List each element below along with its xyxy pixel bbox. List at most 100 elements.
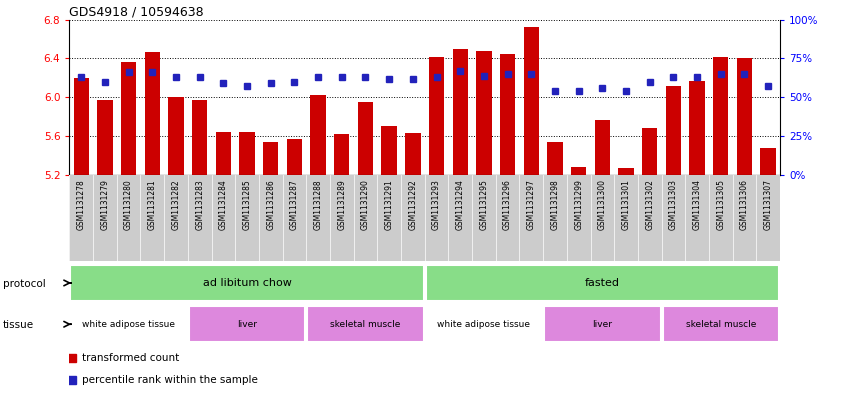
Bar — [70, 306, 187, 342]
Bar — [216, 132, 231, 175]
Text: GSM1131303: GSM1131303 — [669, 179, 678, 230]
Bar — [496, 175, 519, 261]
Text: GDS4918 / 10594638: GDS4918 / 10594638 — [69, 6, 204, 18]
Text: GSM1131307: GSM1131307 — [764, 179, 772, 230]
Text: GSM1131296: GSM1131296 — [503, 179, 512, 230]
Bar — [547, 142, 563, 175]
Bar — [97, 100, 113, 175]
Bar — [571, 167, 586, 175]
Text: GSM1131283: GSM1131283 — [195, 179, 204, 230]
Bar — [614, 175, 638, 261]
Bar — [121, 62, 136, 175]
Bar — [117, 175, 140, 261]
Bar — [310, 95, 326, 175]
Bar — [662, 306, 779, 342]
Text: GSM1131300: GSM1131300 — [598, 179, 607, 230]
Text: percentile rank within the sample: percentile rank within the sample — [82, 375, 258, 385]
Bar — [405, 133, 420, 175]
Text: transformed count: transformed count — [82, 353, 179, 363]
Bar — [453, 49, 468, 175]
Bar — [472, 175, 496, 261]
Bar — [685, 175, 709, 261]
Text: protocol: protocol — [3, 279, 46, 289]
Text: white adipose tissue: white adipose tissue — [82, 320, 175, 329]
Bar — [212, 175, 235, 261]
Bar — [354, 175, 377, 261]
Text: GSM1131287: GSM1131287 — [290, 179, 299, 230]
Bar — [595, 119, 610, 175]
Bar — [69, 175, 93, 261]
Text: GSM1131298: GSM1131298 — [551, 179, 559, 230]
Bar — [263, 142, 278, 175]
Bar — [168, 97, 184, 175]
Text: GSM1131291: GSM1131291 — [385, 179, 393, 230]
Text: GSM1131305: GSM1131305 — [717, 179, 725, 230]
Bar — [235, 175, 259, 261]
Text: GSM1131278: GSM1131278 — [77, 179, 85, 230]
Bar — [334, 134, 349, 175]
Text: liver: liver — [237, 320, 257, 329]
Text: GSM1131286: GSM1131286 — [266, 179, 275, 230]
Text: GSM1131293: GSM1131293 — [432, 179, 441, 230]
Bar — [567, 175, 591, 261]
Bar — [382, 127, 397, 175]
Bar — [306, 175, 330, 261]
Bar — [188, 175, 212, 261]
Bar — [426, 265, 779, 301]
Text: GSM1131297: GSM1131297 — [527, 179, 536, 230]
Text: GSM1131306: GSM1131306 — [740, 179, 749, 230]
Text: GSM1131279: GSM1131279 — [101, 179, 109, 230]
Bar — [287, 139, 302, 175]
Bar — [140, 175, 164, 261]
Bar — [358, 102, 373, 175]
Bar — [543, 175, 567, 261]
Text: GSM1131301: GSM1131301 — [622, 179, 630, 230]
Text: GSM1131285: GSM1131285 — [243, 179, 251, 230]
Bar — [93, 175, 117, 261]
Bar — [239, 132, 255, 175]
Text: GSM1131295: GSM1131295 — [480, 179, 488, 230]
Text: tissue: tissue — [3, 320, 34, 330]
Bar — [709, 175, 733, 261]
Bar — [429, 57, 444, 175]
Bar — [425, 175, 448, 261]
Text: ad libitum chow: ad libitum chow — [202, 278, 292, 288]
Text: GSM1131299: GSM1131299 — [574, 179, 583, 230]
Bar — [638, 175, 662, 261]
Bar — [70, 265, 424, 301]
Bar — [642, 128, 657, 175]
Bar — [662, 175, 685, 261]
Text: GSM1131289: GSM1131289 — [338, 179, 346, 230]
Text: GSM1131282: GSM1131282 — [172, 179, 180, 230]
Bar — [591, 175, 614, 261]
Bar — [145, 51, 160, 175]
Bar — [524, 28, 539, 175]
Text: GSM1131280: GSM1131280 — [124, 179, 133, 230]
Bar — [737, 59, 752, 175]
Bar — [401, 175, 425, 261]
Text: fasted: fasted — [585, 278, 620, 288]
Bar — [666, 86, 681, 175]
Bar — [756, 175, 780, 261]
Text: white adipose tissue: white adipose tissue — [437, 320, 530, 329]
Text: GSM1131294: GSM1131294 — [456, 179, 464, 230]
Text: liver: liver — [592, 320, 613, 329]
Bar — [189, 306, 305, 342]
Bar — [733, 175, 756, 261]
Bar — [618, 168, 634, 175]
Bar — [476, 51, 492, 175]
Text: skeletal muscle: skeletal muscle — [330, 320, 401, 329]
Text: GSM1131302: GSM1131302 — [645, 179, 654, 230]
Bar — [519, 175, 543, 261]
Bar — [164, 175, 188, 261]
Bar — [377, 175, 401, 261]
Bar — [689, 81, 705, 175]
Text: GSM1131284: GSM1131284 — [219, 179, 228, 230]
Text: GSM1131281: GSM1131281 — [148, 179, 157, 230]
Bar — [500, 53, 515, 175]
Bar — [448, 175, 472, 261]
Bar — [192, 100, 207, 175]
Bar — [307, 306, 424, 342]
Bar — [761, 148, 776, 175]
Bar — [544, 306, 661, 342]
